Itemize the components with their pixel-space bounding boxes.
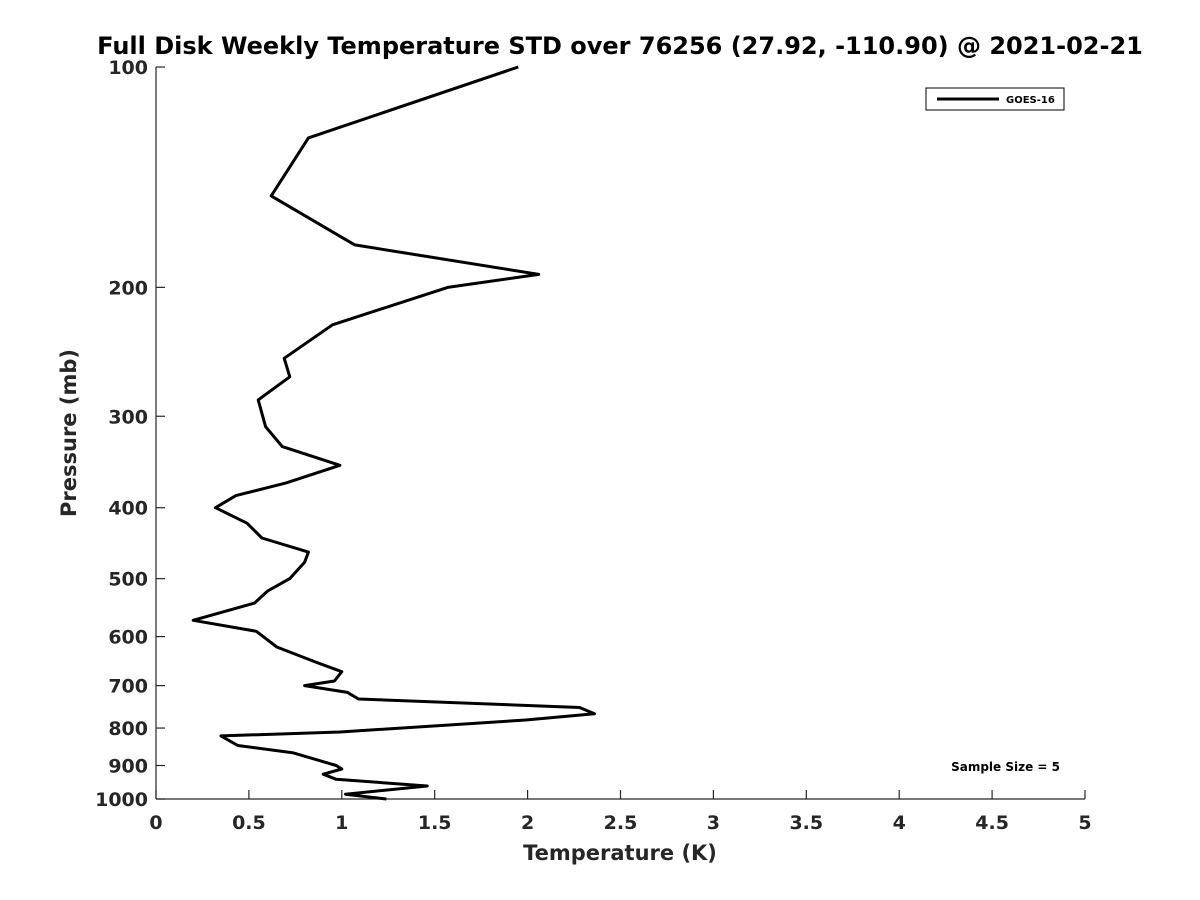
y-tick-label: 900 [108,756,148,778]
y-tick-label: 500 [108,569,148,591]
legend-label-goes-16: GOES-16 [1006,95,1055,106]
y-tick-label: 400 [108,498,148,520]
series-line-goes-16 [191,65,596,801]
x-tick-label: 2.5 [604,812,638,834]
sample-size-annotation: Sample Size = 5 [951,760,1060,774]
x-tick-label: 0.5 [232,812,266,834]
y-axis-ticks: 100 200 300 400 500 600 700 800 900 1000 [95,57,165,811]
x-axis-ticks: 0 0.5 1 1.5 2 2.5 3 3.5 4 4.5 5 [149,790,1092,834]
x-tick-label: 2 [521,812,534,834]
y-tick-label: 1000 [95,789,148,811]
x-tick-label: 1 [335,812,348,834]
x-tick-label: 4.5 [975,812,1009,834]
y-axis-label: Pressure (mb) [57,349,81,517]
y-tick-label: 800 [108,718,148,740]
series-layer [191,65,596,801]
y-tick-label: 100 [108,57,148,79]
legend: GOES-16 [925,87,1065,111]
plot-axes [155,67,1085,800]
x-tick-label: 1.5 [418,812,452,834]
y-tick-label: 600 [108,627,148,649]
chart-title: Full Disk Weekly Temperature STD over 76… [97,32,1143,60]
y-tick-label: 200 [108,277,148,299]
y-tick-label: 300 [108,406,148,428]
x-tick-label: 4 [893,812,906,834]
x-tick-label: 5 [1078,812,1091,834]
x-tick-label: 3 [707,812,720,834]
x-axis-label: Temperature (K) [523,841,717,865]
y-tick-label: 700 [108,676,148,698]
x-tick-label: 0 [149,812,162,834]
x-tick-label: 3.5 [789,812,823,834]
